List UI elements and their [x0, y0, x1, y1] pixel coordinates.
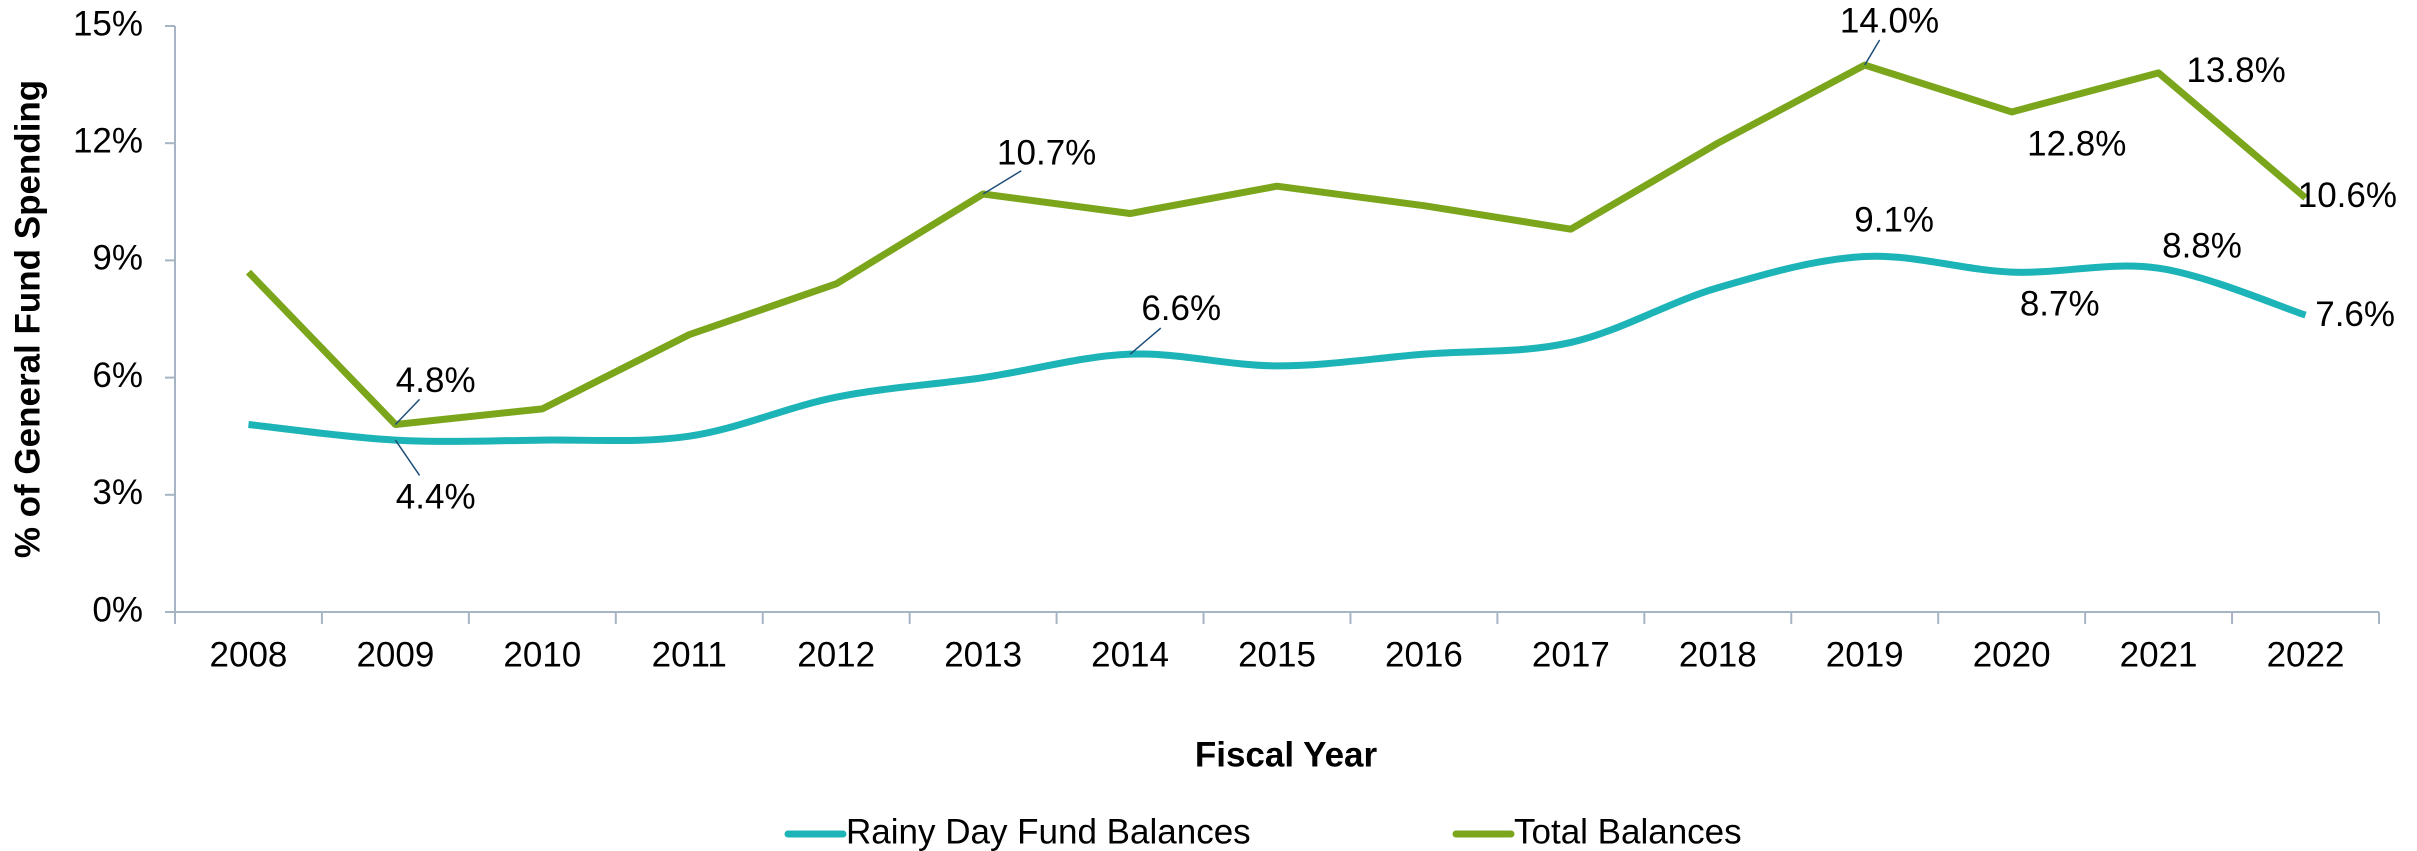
data-label: 7.6%	[2315, 295, 2395, 334]
x-tick-label: 2020	[1973, 635, 2051, 674]
data-label: 9.1%	[1854, 201, 1934, 240]
x-tick-label: 2019	[1826, 635, 1904, 674]
data-label: 8.7%	[2020, 284, 2100, 323]
x-tick-label: 2017	[1532, 635, 1610, 674]
data-label: 10.7%	[997, 133, 1096, 172]
data-label: 10.6%	[2298, 176, 2397, 215]
x-tick-label: 2011	[652, 635, 727, 674]
leader-line	[394, 439, 421, 476]
leader-line	[982, 170, 1022, 195]
x-tick-label: 2016	[1385, 635, 1463, 674]
y-tick-label: 15%	[73, 4, 143, 43]
data-label: 8.8%	[2162, 226, 2242, 265]
legend-label: Total Balances	[1514, 812, 1742, 851]
y-tick-label: 9%	[92, 239, 143, 278]
leader-line	[394, 398, 421, 426]
x-tick-label: 2008	[210, 635, 288, 674]
data-label: 4.8%	[396, 361, 476, 400]
x-tick-label: 2010	[503, 635, 581, 674]
data-label: 13.8%	[2186, 51, 2285, 90]
x-axis-title: Fiscal Year	[1195, 735, 1378, 774]
y-tick-label: 0%	[92, 590, 143, 629]
x-tick-label: 2009	[356, 635, 434, 674]
x-tick-label: 2014	[1091, 635, 1169, 674]
data-label: 6.6%	[1141, 289, 1221, 328]
x-tick-label: 2013	[944, 635, 1022, 674]
x-tick-label: 2015	[1238, 635, 1316, 674]
x-tick-label: 2018	[1679, 635, 1757, 674]
line-series	[245, 61, 2308, 428]
data-label: 14.0%	[1840, 1, 1939, 40]
leader-line	[1129, 327, 1162, 355]
x-tick-label: 2021	[2120, 635, 2198, 674]
y-tick-label: 6%	[92, 356, 143, 395]
leader-line	[1864, 39, 1881, 66]
y-tick-label: 3%	[92, 473, 143, 512]
data-label: 12.8%	[2027, 124, 2126, 163]
x-tick-label: 2022	[2267, 635, 2345, 674]
y-tick-label: 12%	[73, 121, 143, 160]
x-tick-label: 2012	[797, 635, 875, 674]
data-label: 4.4%	[396, 477, 476, 516]
legend-label: Rainy Day Fund Balances	[846, 812, 1251, 851]
line-series	[248, 252, 2307, 445]
y-axis-title: % of General Fund Spending	[8, 80, 47, 558]
